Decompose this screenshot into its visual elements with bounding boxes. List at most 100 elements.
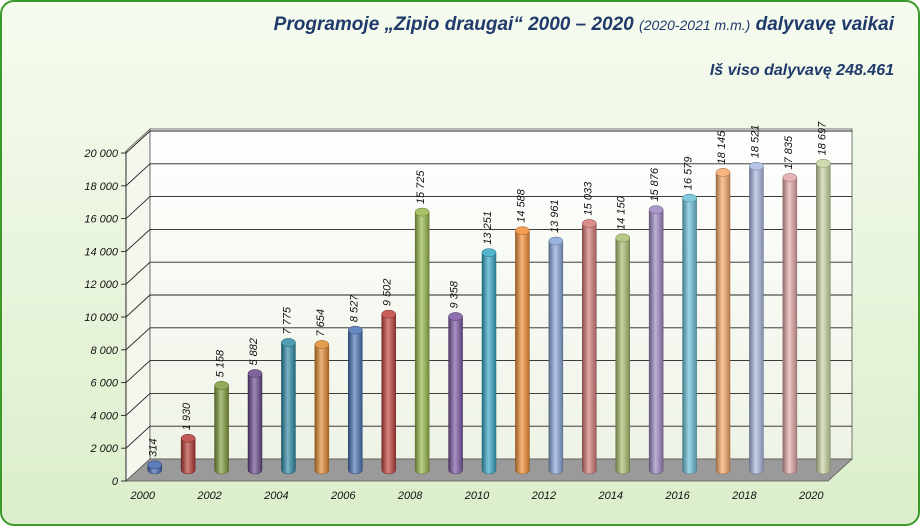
title-main: Programoje „Zipio draugai“ 2000 – 2020: [273, 14, 634, 35]
bar-body: [414, 207, 430, 475]
data-label: 14 150: [616, 195, 628, 230]
bar-2011: [515, 226, 530, 475]
bar-2018: [749, 162, 764, 475]
data-label: 9 502: [382, 279, 394, 307]
bar-body: [281, 338, 296, 475]
data-label: 18 521: [749, 125, 761, 159]
bar-body: [481, 248, 497, 475]
bar-2000: [147, 460, 162, 475]
data-label: 17 835: [783, 135, 795, 170]
bar-2009: [448, 312, 463, 475]
y-tick-label: 20 000: [83, 148, 119, 160]
bar-body: [582, 219, 597, 475]
bar-body: [816, 159, 831, 475]
data-label: 13 251: [482, 211, 494, 245]
bar-top: [782, 173, 798, 182]
data-label: 13 961: [549, 199, 561, 233]
bar-2005: [314, 340, 330, 475]
bar-body: [548, 236, 564, 475]
bar-top: [348, 325, 363, 335]
bar-2006: [348, 325, 363, 475]
data-label: 8 527: [348, 294, 360, 322]
data-labels: 314 1 930 5 158 5 882 7 775 7 654 8 527 9 502 15…: [148, 121, 829, 457]
total-label: Iš viso dalyvavę 248.461: [709, 62, 894, 79]
bar-2010: [481, 248, 497, 475]
bar-top: [682, 193, 697, 203]
x-tick-label: 2000: [129, 490, 155, 502]
bar-top: [448, 312, 463, 321]
bar-2003: [247, 369, 263, 475]
bar-top: [314, 340, 330, 349]
y-tick-label: 18 000: [84, 181, 119, 193]
bar-body: [682, 193, 697, 475]
x-tick-label: 2018: [731, 490, 757, 502]
data-label: 7 654: [315, 309, 327, 337]
bar-top: [816, 159, 831, 168]
y-tick-label: 10 000: [84, 312, 119, 324]
x-axis-ticks: 2000 2002 2004 2006 2008 2010 2012 2014 2016 2018…: [129, 490, 824, 502]
back-wall: [149, 128, 853, 460]
title-end: dalyvavę vaikai: [755, 14, 894, 35]
x-tick-label: 2014: [597, 490, 622, 502]
bar-2007: [381, 309, 396, 475]
bar-top: [247, 369, 263, 378]
bar-top: [381, 309, 396, 319]
title-sub: (2020-2021 m.m.): [639, 17, 751, 33]
data-label: 16 579: [683, 156, 695, 190]
x-tick-label: 2008: [397, 490, 423, 502]
bar-2004: [281, 338, 296, 475]
data-label: 314: [148, 438, 160, 456]
bar-2002: [214, 381, 229, 475]
chart-title: Programoje „Zipio draugai“ 2000 – 2020 (…: [274, 14, 894, 36]
bar-2019: [782, 173, 798, 475]
side-wall: [125, 128, 151, 482]
bar-body: [314, 340, 330, 475]
x-tick-label: 2004: [263, 490, 288, 502]
bar-body: [715, 168, 731, 475]
bar-body: [749, 162, 764, 475]
bar-body: [782, 173, 798, 475]
gridline: [125, 130, 852, 154]
bar-2015: [648, 205, 664, 475]
x-tick-label: 2002: [196, 490, 221, 502]
y-tick-label: 6 000: [90, 378, 118, 390]
bar-body: [348, 325, 363, 475]
data-label: 18 145: [716, 130, 728, 165]
y-tick-label: 4 000: [90, 410, 118, 422]
y-tick-label: 14 000: [84, 246, 119, 258]
data-label: 14 588: [515, 188, 527, 223]
bar-2017: [715, 168, 731, 475]
bar-top: [548, 236, 564, 246]
data-label: 18 697: [816, 121, 828, 156]
data-label: 5 158: [215, 349, 227, 377]
x-tick-label: 2010: [464, 490, 490, 502]
bar-body: [648, 205, 664, 475]
bar-body: [214, 381, 229, 475]
bar-2001: [180, 434, 196, 475]
bar-2008: [414, 207, 430, 475]
data-label: 15 033: [582, 181, 594, 216]
bar-top: [582, 219, 597, 228]
bar-top: [515, 226, 530, 236]
bar-top: [180, 434, 196, 443]
bar-top: [749, 162, 764, 171]
y-tick-label: 8 000: [90, 345, 118, 357]
y-tick-label: 0: [112, 476, 119, 488]
y-axis-ticks: 0 2 000 4 000 6 000 8 000 10 000 12 000 14 000 1…: [83, 148, 127, 488]
bar-2020: [816, 159, 831, 475]
y-tick-label: 12 000: [84, 279, 119, 291]
bar-top: [648, 205, 664, 214]
bar-body: [381, 309, 396, 475]
bar-2016: [682, 193, 697, 475]
bar-body: [448, 312, 463, 475]
data-label: 15 725: [415, 170, 427, 205]
gridline: [125, 228, 852, 252]
data-label: 1 930: [181, 402, 193, 430]
x-tick-label: 2012: [531, 490, 556, 502]
bar-2012: [548, 236, 564, 475]
bar-top: [147, 460, 162, 470]
data-label: 9 358: [449, 280, 461, 308]
y-tick-label: 16 000: [84, 214, 119, 226]
